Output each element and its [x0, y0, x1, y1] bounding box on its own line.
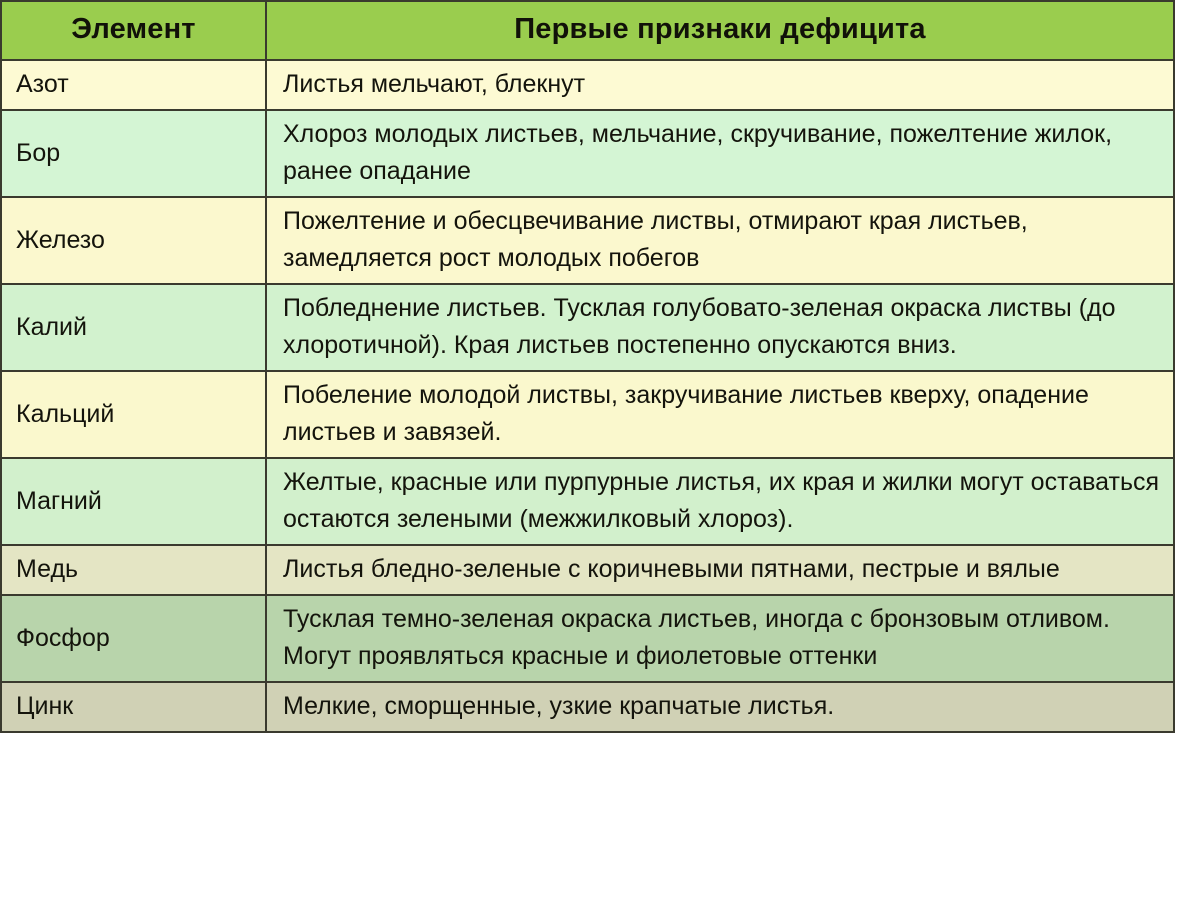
cell-signs: Побледнение листьев. Тусклая голубовато-…	[265, 283, 1175, 372]
cell-element: Фосфор	[0, 594, 267, 683]
table-row: Бор Хлороз молодых листьев, мельчание, ск…	[0, 109, 1175, 198]
cell-signs: Побеление молодой листвы, закручивание л…	[265, 370, 1175, 459]
header-row: Элемент Первые признаки дефицита	[0, 0, 1175, 61]
cell-signs: Пожелтение и обесцвечивание листвы, отми…	[265, 196, 1175, 285]
table-row: Магний Желтые, красные или пурпурные лист…	[0, 457, 1175, 546]
cell-element: Кальций	[0, 370, 267, 459]
cell-element: Магний	[0, 457, 267, 546]
cell-element: Калий	[0, 283, 267, 372]
table-row: Фосфор Тусклая темно-зеленая окраска лист…	[0, 594, 1175, 683]
cell-element: Медь	[0, 544, 267, 596]
table-body: Азот Листья мельчают, блекнут Бор Хлороз мо…	[0, 59, 1175, 733]
table-row: Цинк Мелкие, сморщенные, узкие крапчатые …	[0, 681, 1175, 733]
table-row: Медь Листья бледно-зеленые с коричневыми …	[0, 544, 1175, 596]
cell-signs: Мелкие, сморщенные, узкие крапчатые лист…	[265, 681, 1175, 733]
cell-element: Цинк	[0, 681, 267, 733]
cell-signs: Листья мельчают, блекнут	[265, 59, 1175, 111]
cell-signs: Желтые, красные или пурпурные листья, их…	[265, 457, 1175, 546]
column-header-signs: Первые признаки дефицита	[265, 0, 1175, 61]
cell-signs: Листья бледно-зеленые с коричневыми пятн…	[265, 544, 1175, 596]
column-header-element: Элемент	[0, 0, 267, 61]
nutrient-deficiency-table: Элемент Первые признаки дефицита Азот Лис…	[0, 0, 1175, 733]
cell-signs: Хлороз молодых листьев, мельчание, скруч…	[265, 109, 1175, 198]
table-row: Калий Побледнение листьев. Тусклая голубо…	[0, 283, 1175, 372]
cell-element: Железо	[0, 196, 267, 285]
table-row: Железо Пожелтение и обесцвечивание листвы…	[0, 196, 1175, 285]
cell-element: Бор	[0, 109, 267, 198]
table-row: Азот Листья мельчают, блекнут	[0, 59, 1175, 111]
table-header: Элемент Первые признаки дефицита	[0, 0, 1175, 61]
table-row: Кальций Побеление молодой листвы, закручи…	[0, 370, 1175, 459]
cell-signs: Тусклая темно-зеленая окраска листьев, и…	[265, 594, 1175, 683]
cell-element: Азот	[0, 59, 267, 111]
